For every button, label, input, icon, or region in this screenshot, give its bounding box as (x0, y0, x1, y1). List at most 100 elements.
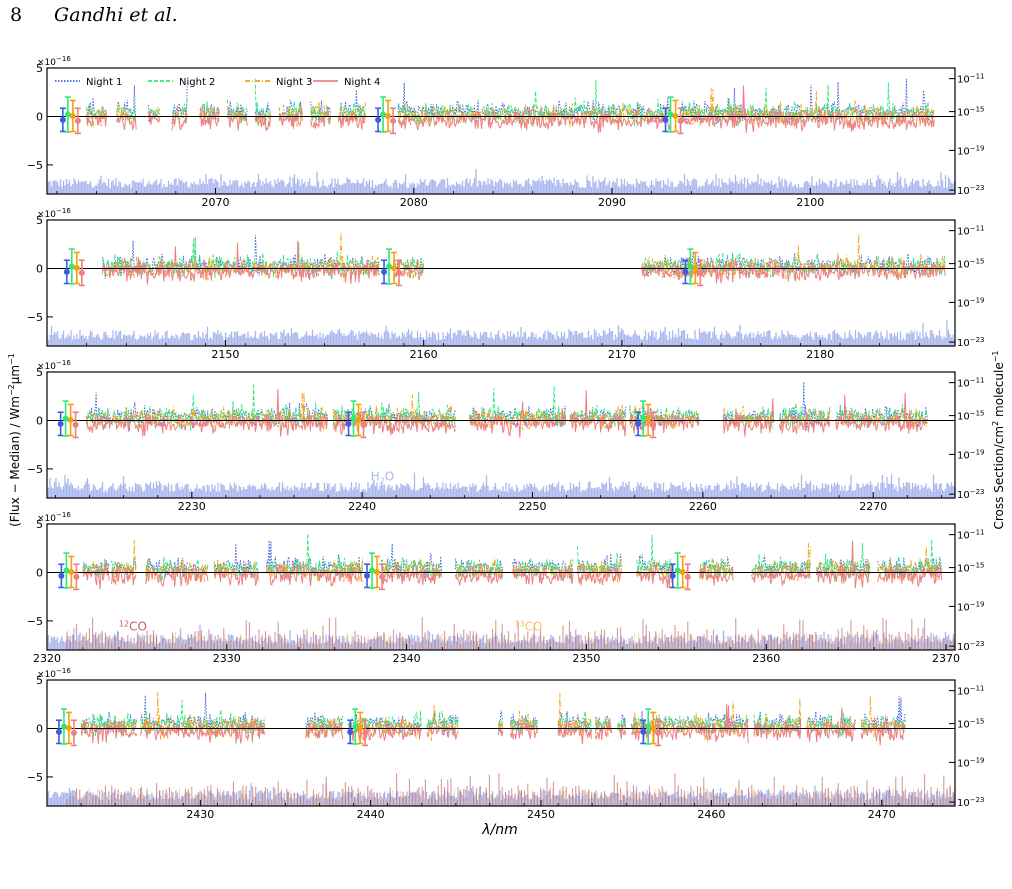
errorbar-point (375, 116, 382, 123)
x-tick-label: 2440 (357, 808, 385, 821)
x-tick-label: 2370 (932, 652, 960, 665)
errorbar-point (635, 420, 642, 427)
errorbar-group (375, 96, 397, 135)
x-tick-label: 2450 (527, 808, 555, 821)
y2-tick-label: 10−11 (957, 73, 985, 86)
errorbar-point (692, 264, 699, 271)
x-tick-label: 2240 (348, 500, 376, 513)
panel-1: 5 0 −5 ×10−16 10−11 10−15 10−19 10−23 2070 2080 20… (27, 55, 985, 209)
errorbar-point (65, 724, 72, 731)
y2-tick-label: 10−23 (957, 184, 985, 197)
panel-5: 5 0 −5 ×10−16 10−11 10−15 10−19 10−23 2430 2440 24… (27, 667, 985, 821)
errorbar-point (655, 729, 662, 736)
errorbar-group (345, 400, 367, 439)
errorbar-point (379, 573, 386, 580)
panel-3: 5 0 −5 ×10−16 10−11 10−15 10−19 10−23 2230 2240 22… (27, 359, 985, 513)
errorbar-point (74, 117, 81, 124)
y-tick-label: −5 (27, 463, 43, 476)
molecule-label: 12CO (119, 620, 147, 634)
y-tick-label: 0 (36, 262, 43, 275)
y2-tick-label: 10−11 (957, 529, 985, 542)
errorbar-point (70, 729, 77, 736)
panel-4: 5 0 −5 ×10−16 10−11 10−15 10−19 10−23 2320 2330 23… (27, 511, 985, 665)
y2-tick-label: 10−15 (957, 258, 985, 271)
y2-tick-label: 10−23 (957, 336, 985, 349)
series-night-2 (85, 383, 929, 432)
errorbar-point (386, 263, 393, 270)
errorbar-point (672, 112, 679, 119)
series-night-4 (86, 85, 935, 134)
errorbar-point (381, 268, 388, 275)
y-tick-label: 5 (36, 214, 43, 227)
y-axis-label: (Flux − Median) / Wm−2μm−1 (7, 353, 22, 527)
y-tick-label: −5 (27, 311, 43, 324)
errorbar-point (687, 263, 694, 270)
y-tick-label: 0 (36, 414, 43, 427)
x-axis-label: λ/nm (481, 822, 518, 838)
plot-area (47, 232, 955, 346)
plot-area (47, 78, 955, 194)
page-header: 8 Gandhi et al. (10, 4, 178, 26)
errorbar-group (63, 248, 85, 287)
errorbar-point (390, 117, 397, 124)
series-night-4 (82, 540, 943, 590)
errorbar-point (67, 416, 74, 423)
errorbar-group (381, 248, 403, 287)
errorbar-point (682, 268, 689, 275)
errorbar-point (345, 420, 352, 427)
panel-frame (46, 67, 956, 195)
errorbar-point (62, 415, 69, 422)
y-scale-label: ×10−16 (37, 359, 71, 372)
errorbar-point (362, 729, 369, 736)
y2-tick-label: 10−19 (957, 600, 985, 613)
errorbar-point (69, 112, 76, 119)
x-tick-label: 2070 (202, 196, 230, 209)
errorbar-point (60, 723, 67, 730)
y2-tick-label: 10−19 (957, 756, 985, 769)
errorbar-group (682, 248, 704, 287)
errorbar-point (684, 573, 691, 580)
errorbar-point (380, 111, 387, 118)
x-tick-label: 2350 (572, 652, 600, 665)
errorbar-group (662, 96, 684, 135)
panel-frame (46, 523, 956, 651)
errorbar-point (352, 723, 359, 730)
errorbar-group (55, 708, 77, 747)
panel-frame (46, 679, 956, 807)
molecule-label: 13CO (514, 620, 542, 634)
x-tick-label: 2230 (178, 500, 206, 513)
legend: Night 1 Night 2 Night 3 Night 4 (55, 77, 380, 88)
h2o-cross-section (47, 169, 955, 194)
y-tick-label: 0 (36, 566, 43, 579)
x-tick-label: 2100 (796, 196, 824, 209)
co13-cross-section (76, 788, 955, 806)
y2-axis-label: Cross Section/cm2 molecule−1 (991, 351, 1006, 530)
errorbar-point (667, 111, 674, 118)
y2-tick-label: 10−23 (957, 488, 985, 501)
x-tick-label: 2170 (608, 348, 636, 361)
errorbar-group (669, 552, 691, 591)
x-tick-label: 2180 (806, 348, 834, 361)
errorbar-point (350, 415, 357, 422)
x-tick-label: 2270 (859, 500, 887, 513)
legend-label-night-3: Night 3 (276, 77, 312, 88)
panels-layer: 5 0 −5 ×10−16 10−11 10−15 10−19 10−23 2070 2080 20… (27, 55, 985, 821)
errorbar-point (396, 269, 403, 276)
x-tick-label: 2250 (519, 500, 547, 513)
errorbar-group (347, 708, 369, 747)
y2-tick-label: 10−11 (957, 685, 985, 698)
co13-cross-section (76, 632, 955, 650)
series-night-2 (82, 533, 942, 583)
errorbar-point (645, 723, 652, 730)
x-tick-label: 2260 (689, 500, 717, 513)
errorbar-point (360, 421, 367, 428)
y2-tick-label: 10−23 (957, 640, 985, 653)
y2-tick-label: 10−11 (957, 225, 985, 238)
errorbar-point (677, 117, 684, 124)
y-tick-label: 5 (36, 518, 43, 531)
errorbar-point (68, 263, 75, 270)
panel-2: 5 0 −5 ×10−16 10−11 10−15 10−19 10−23 2150 2160 21… (27, 207, 985, 361)
errorbar-group (364, 552, 386, 591)
series-night-3 (82, 539, 943, 584)
y-tick-label: −5 (27, 615, 43, 628)
